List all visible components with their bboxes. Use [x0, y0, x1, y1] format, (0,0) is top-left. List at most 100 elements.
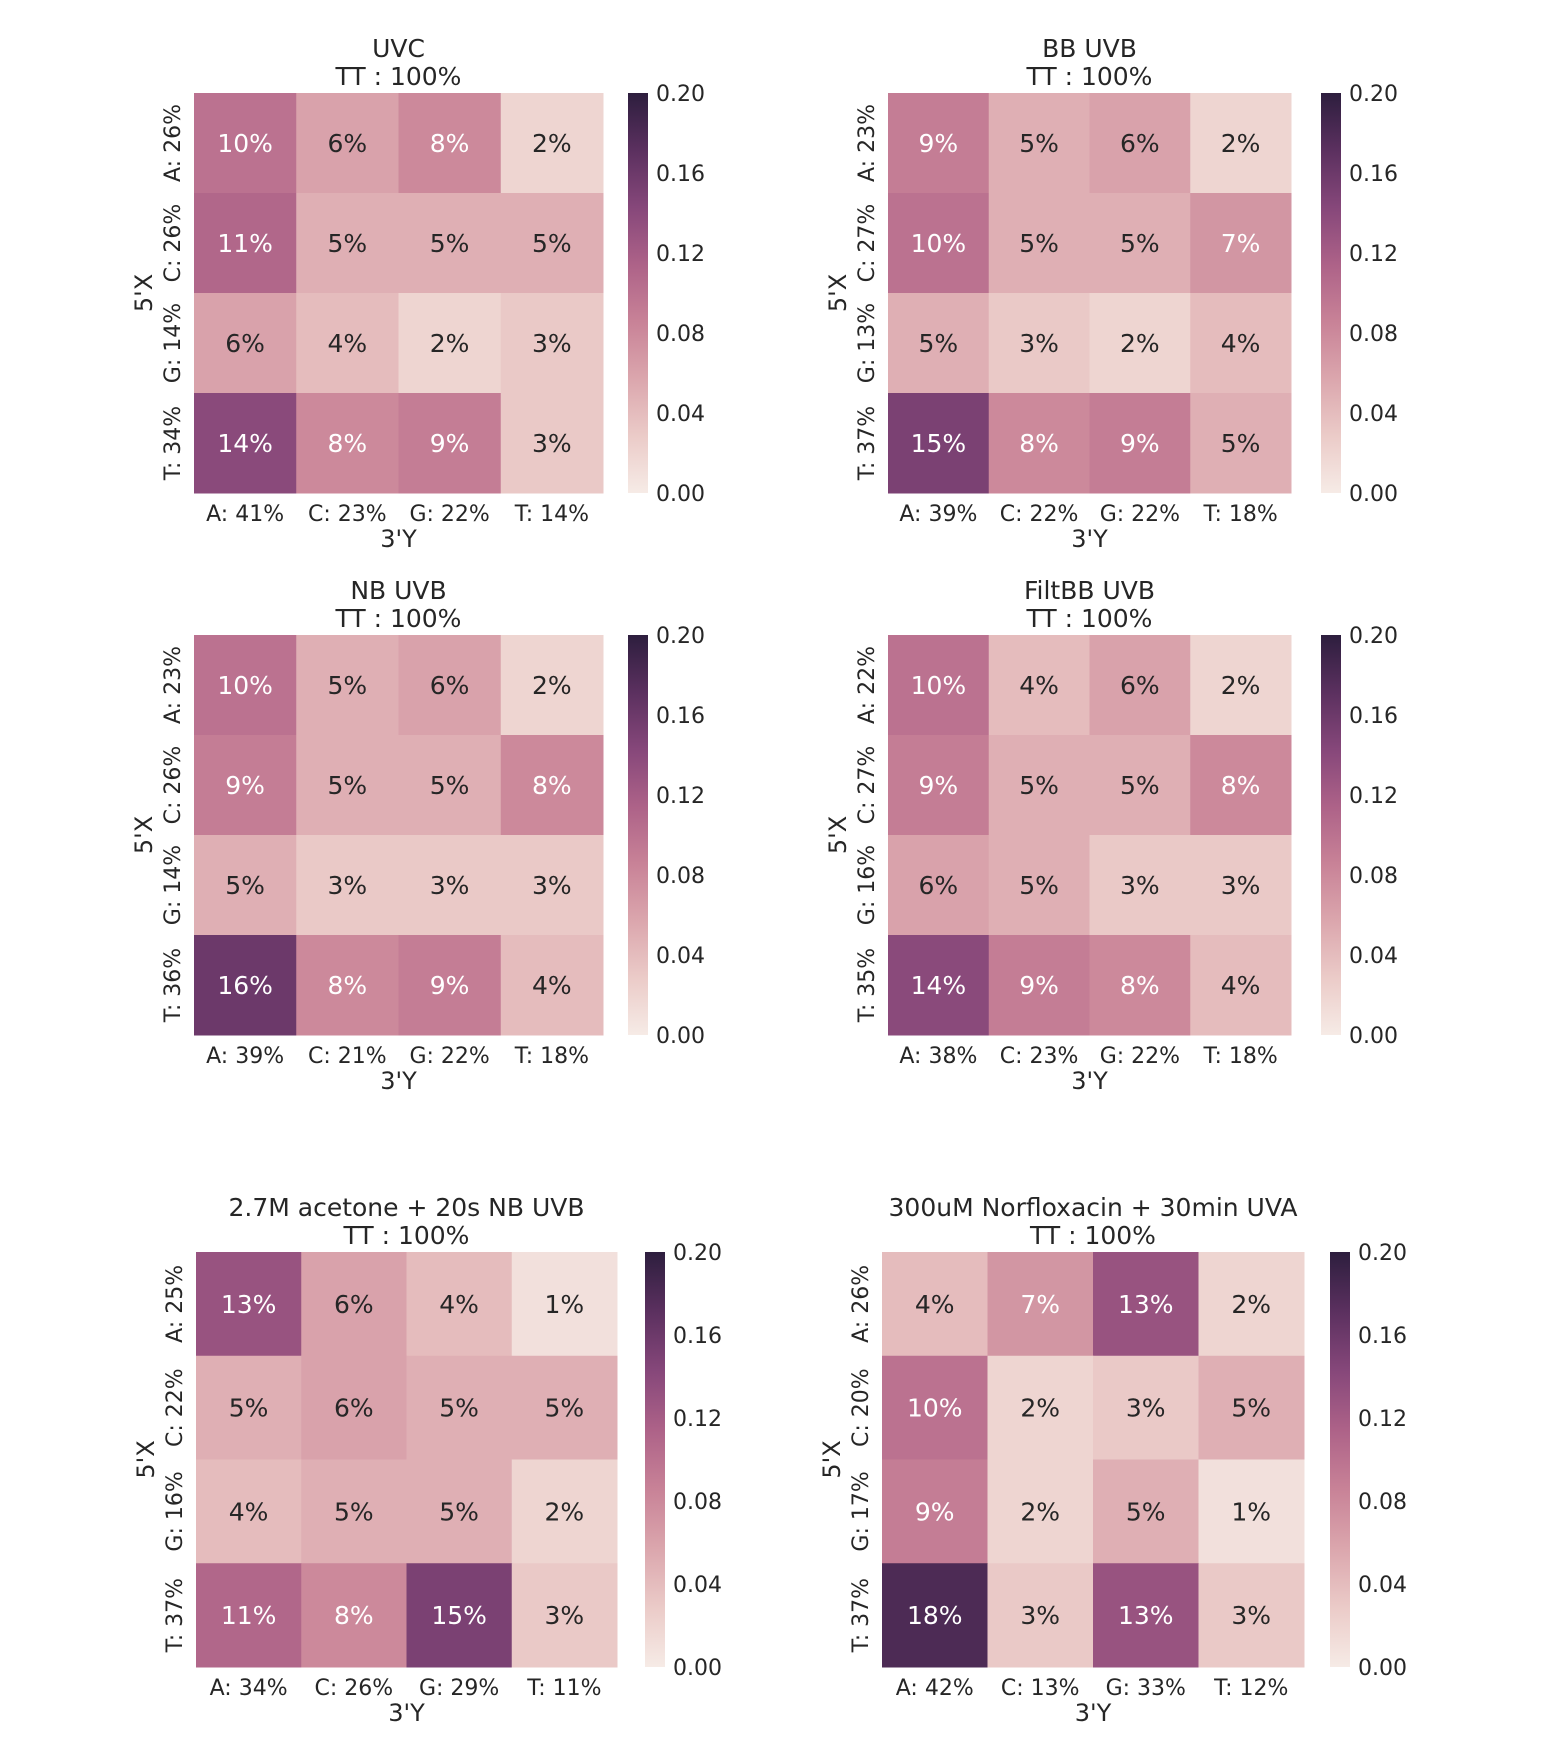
x-tick-label: A: 42%	[896, 1676, 974, 1701]
heatmap-cell	[194, 193, 297, 294]
y-tick-label: G: 16%	[163, 1471, 188, 1551]
heatmap-cell	[1089, 93, 1191, 194]
cell-label: 6%	[225, 329, 265, 358]
heatmap-cell	[1089, 635, 1191, 736]
x-tick-label: T: 12%	[1213, 1676, 1288, 1701]
x-tick-label: C: 13%	[1001, 1676, 1080, 1701]
cell-label: 4%	[1221, 329, 1261, 358]
x-axis-label: 3'Y	[1071, 525, 1108, 553]
heatmap-cell	[882, 1252, 988, 1357]
cell-label: 9%	[430, 971, 470, 1000]
heatmap-cell	[398, 193, 502, 294]
cell-label: 4%	[1221, 971, 1261, 1000]
cell-label: 6%	[328, 129, 368, 158]
y-tick-label: C: 26%	[161, 204, 186, 283]
colorbar-tick-label: 0.20	[656, 624, 705, 649]
heatmap-cell	[398, 735, 502, 836]
x-tick-label: G: 22%	[1100, 1044, 1180, 1069]
cell-label: 5%	[1019, 771, 1059, 800]
heatmap-cell	[988, 93, 1090, 194]
x-axis-label: 3'Y	[1075, 1699, 1112, 1727]
y-tick-label: T: 35%	[855, 948, 880, 1023]
cell-label: 1%	[1231, 1497, 1271, 1526]
cell-label: 2%	[1020, 1497, 1060, 1526]
cell-label: 10%	[907, 1394, 963, 1423]
y-tick-label: G: 14%	[161, 303, 186, 383]
heatmap-cell	[988, 293, 1090, 394]
cell-label: 3%	[1019, 329, 1059, 358]
cell-label: 2%	[532, 671, 572, 700]
cell-label: 8%	[1019, 429, 1059, 458]
panel-title: 300uM Norfloxacin + 30min UVA	[889, 1193, 1298, 1222]
heatmap-cell	[1093, 1252, 1199, 1357]
y-tick-label: A: 23%	[855, 104, 880, 182]
heatmap-cell	[511, 1252, 618, 1357]
heatmap-cell	[1089, 735, 1191, 836]
heatmap-cell	[406, 1252, 513, 1357]
y-tick-label: C: 27%	[855, 746, 880, 825]
cell-label: 5%	[430, 229, 470, 258]
heatmap-cell	[296, 93, 399, 194]
cell-label: 5%	[919, 329, 959, 358]
y-tick-label: T: 37%	[163, 1578, 188, 1653]
x-tick-label: C: 26%	[315, 1676, 394, 1701]
heatmap-cell	[196, 1563, 302, 1668]
x-tick-label: C: 23%	[308, 502, 387, 527]
cell-label: 9%	[919, 129, 959, 158]
colorbar-tick-label: 0.20	[656, 82, 705, 107]
heatmap-cell	[194, 635, 297, 736]
cell-label: 2%	[545, 1497, 585, 1526]
cell-label: 2%	[430, 329, 470, 358]
cell-label: 5%	[328, 771, 368, 800]
heatmap-cell	[988, 193, 1090, 294]
heatmap-cell	[511, 1459, 618, 1564]
colorbar-tick-label: 0.08	[673, 1490, 722, 1515]
cell-label: 5%	[328, 671, 368, 700]
heatmap-cell	[194, 93, 297, 194]
x-tick-label: T: 18%	[1202, 1044, 1277, 1069]
cell-label: 8%	[532, 771, 572, 800]
colorbar-tick-label: 0.20	[1349, 82, 1398, 107]
heatmap-cell	[1190, 735, 1292, 836]
heatmap-cell	[1190, 293, 1292, 394]
cell-label: 5%	[1019, 229, 1059, 258]
cell-label: 14%	[911, 971, 967, 1000]
cell-label: 5%	[1120, 229, 1160, 258]
cell-label: 7%	[1221, 229, 1261, 258]
cell-label: 9%	[1019, 971, 1059, 1000]
colorbar-tick-label: 0.04	[1349, 402, 1398, 427]
cell-label: 8%	[328, 971, 368, 1000]
x-tick-label: G: 33%	[1106, 1676, 1186, 1701]
cell-label: 2%	[1020, 1394, 1060, 1423]
colorbar-tick-label: 0.04	[1349, 944, 1398, 969]
heatmap-cell	[988, 735, 1090, 836]
y-axis-label: 5'X	[130, 816, 158, 854]
cell-label: 5%	[439, 1497, 479, 1526]
colorbar-tick-label: 0.00	[1349, 1024, 1398, 1049]
cell-label: 4%	[1019, 671, 1059, 700]
heatmap-cell	[987, 1459, 1094, 1564]
colorbar-tick-label: 0.00	[656, 1024, 705, 1049]
heatmap-cell	[398, 935, 502, 1036]
heatmap-cell	[194, 393, 297, 494]
heatmap-cell	[987, 1563, 1094, 1668]
y-tick-label: A: 25%	[163, 1265, 188, 1343]
cell-label: 2%	[1231, 1290, 1271, 1319]
cell-label: 4%	[328, 329, 368, 358]
heatmap-cell	[398, 293, 502, 394]
heatmap-cell	[301, 1563, 407, 1668]
x-tick-label: T: 14%	[514, 502, 589, 527]
y-tick-label: G: 16%	[855, 845, 880, 925]
cell-label: 2%	[532, 129, 572, 158]
y-axis-label: 5'X	[824, 274, 852, 312]
cell-label: 16%	[217, 971, 273, 1000]
cell-label: 10%	[911, 671, 967, 700]
cell-label: 13%	[221, 1290, 277, 1319]
y-tick-label: C: 20%	[849, 1368, 874, 1447]
cell-label: 8%	[1120, 971, 1160, 1000]
colorbar-tick-label: 0.12	[673, 1407, 722, 1432]
cell-label: 3%	[1231, 1601, 1271, 1630]
y-axis-label: 5'X	[130, 274, 158, 312]
y-tick-label: C: 26%	[161, 746, 186, 825]
